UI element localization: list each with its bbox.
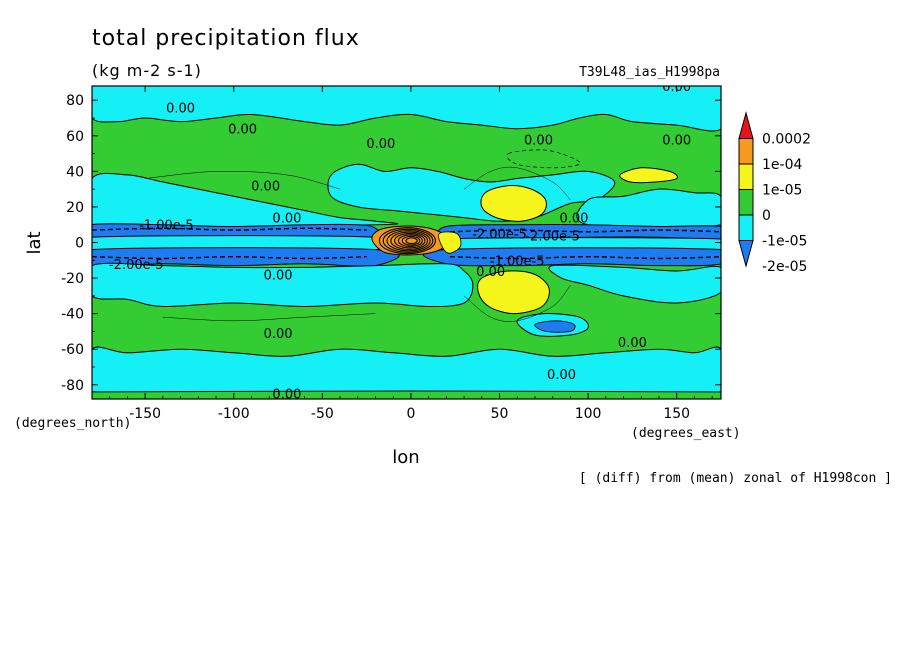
contour-label: 0.00 [618, 336, 647, 351]
africa-ring-contour [397, 234, 423, 248]
contour-label: 0.00 [228, 123, 257, 138]
contour-ne-itcz-dashed [449, 229, 721, 233]
contour-label: -2.00e-5 [472, 228, 527, 243]
colorbar-label: 0.0002 [762, 132, 811, 148]
region-ne-yellow [619, 167, 678, 184]
contour-label: 0.00 [264, 327, 293, 342]
contour-label: 0.00 [366, 137, 395, 152]
africa-ring-contour [386, 230, 431, 252]
x-tick-label: 0 [406, 406, 415, 422]
x-tick-label: -150 [129, 406, 161, 422]
contour-s-lobe-thin [463, 285, 571, 322]
y-tick-label: 0 [75, 236, 84, 252]
colorbar-label: 1e-05 [762, 183, 802, 199]
region-arctic-neg [92, 86, 721, 132]
x-axis: -150 -100 -50 0 50 100 150 [109, 86, 713, 422]
africa-ring-contour [405, 237, 418, 245]
region-se-subtrop-neg [548, 264, 721, 304]
colorbar-segment [738, 138, 754, 165]
colorbar-label: 0 [762, 208, 771, 224]
contour-n-itcz-dashed [92, 227, 367, 231]
contour-label: 0.00 [547, 368, 576, 383]
contour-label: 0.00 [662, 133, 691, 148]
plot-area: 0.000.000.00 0.00 0.000.000.00 0.00-1.00e-5… [92, 86, 721, 403]
y-tick-label: -40 [61, 307, 84, 323]
colorbar-label: -2e-05 [762, 259, 807, 275]
colorbar-bottom-arrow [738, 240, 754, 268]
region-s-yellow [477, 270, 550, 315]
y-tick-label: 60 [66, 129, 84, 145]
contour-n-neg-dashed [506, 149, 581, 169]
footnote: [ (diff) from (mean) zonal of H1998con ] [579, 471, 892, 486]
contour-label: -2.00e-5 [525, 229, 580, 244]
x-tick-label: 100 [575, 406, 602, 422]
y-tick-label: 80 [66, 93, 84, 109]
contour-se-itcz-dashed [449, 255, 721, 260]
region-n-yellow [480, 184, 547, 222]
region-s-neg-blob-blue [534, 320, 576, 333]
y-tick-label: 40 [66, 164, 84, 180]
africa-ring-contour [401, 235, 421, 246]
y-tick-label: -20 [61, 271, 84, 287]
contour-label: 0.00 [559, 212, 588, 227]
contour-label: -2.00e-5 [109, 258, 164, 273]
africa-ring-contour [382, 228, 434, 253]
y-tick-label: 20 [66, 200, 84, 216]
x-tick-label: 150 [663, 406, 690, 422]
contour-label: 0.00 [272, 212, 301, 227]
contour-s-itcz-dashed [92, 255, 367, 260]
contour-label: 0.00 [264, 269, 293, 284]
contour-s-midlat-thin [162, 313, 376, 322]
region-se-itcz-blue [422, 247, 721, 267]
colorbar-segment [738, 163, 754, 190]
y-tick-label: -60 [61, 342, 84, 358]
x-unit-label: (degrees_east) [631, 426, 741, 441]
colorbar-legend: 0.0002 1e-04 1e-05 0 -1e-05 -2e-05 [738, 111, 811, 275]
colorbar-top-arrow [738, 111, 754, 139]
contour-label: 0.00 [524, 133, 553, 148]
run-label: T39L48_ias_H1998pa [579, 65, 720, 80]
x-tick-label: -100 [218, 406, 250, 422]
colorbar-segment [738, 189, 754, 216]
chart-units: (kg m-2 s-1) [92, 61, 202, 80]
region-africa-yellow-edge [438, 231, 462, 254]
africa-ring-contour [394, 232, 426, 249]
contour-n-midlat-thin [145, 171, 341, 190]
region-s-subtrop-neg [92, 262, 474, 308]
chart-title: total precipitation flux [92, 26, 360, 51]
x-tick-label: -50 [311, 406, 334, 422]
x-axis-label: lon [392, 447, 419, 468]
colorbar-label: 1e-04 [762, 157, 802, 173]
region-antarctic-neg [92, 346, 721, 398]
contour-label: -1.00e-5 [490, 254, 545, 269]
contour-label: 0.00 [251, 180, 280, 195]
colorbar-segment [738, 214, 754, 241]
y-axis: 80 60 40 20 0 -20 -40 -60 -80 [61, 93, 721, 394]
contour-label: -1.00e-5 [139, 219, 194, 234]
africa-max-contours [378, 227, 436, 255]
africa-ring-contour [390, 231, 429, 250]
contour-n-lobe-thin [463, 166, 571, 200]
y-unit-label: (degrees_north) [14, 416, 131, 431]
colorbar-label: -1e-05 [762, 234, 807, 250]
contour-labels: 0.000.000.00 0.00 0.000.000.00 0.00-1.00e-5… [109, 86, 691, 403]
x-tick-label: 50 [491, 406, 509, 422]
y-tick-label: -80 [61, 378, 84, 394]
y-axis-label: lat [24, 231, 45, 254]
region-s-pole-pos [92, 390, 721, 399]
africa-ring-contour [378, 227, 436, 255]
contour-label: 0.00 [272, 388, 301, 403]
contour-label: 0.00 [166, 101, 195, 116]
contour-label: 0.00 [476, 265, 505, 280]
